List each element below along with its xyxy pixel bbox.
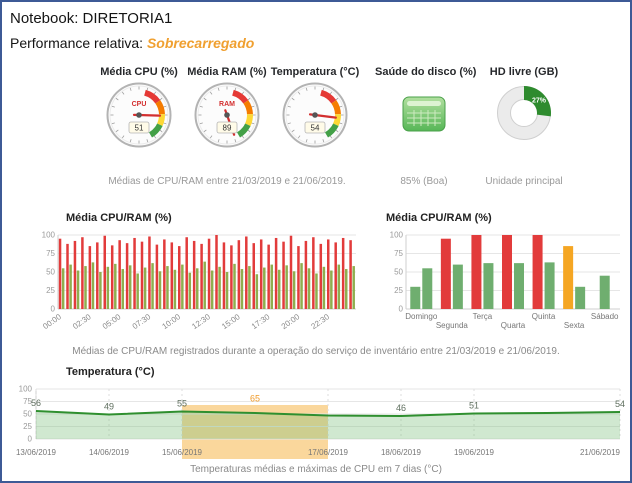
svg-text:0: 0 [399, 305, 404, 314]
svg-text:19/06/2019: 19/06/2019 [454, 448, 495, 457]
svg-text:89: 89 [223, 124, 232, 133]
gauges-caption: Médias de CPU/RAM entre 21/03/2019 e 21/… [108, 176, 346, 187]
svg-text:14/06/2019: 14/06/2019 [89, 448, 130, 457]
svg-text:100: 100 [42, 231, 56, 240]
svg-text:56: 56 [31, 398, 41, 408]
svg-text:100: 100 [19, 385, 33, 394]
svg-text:75: 75 [23, 397, 32, 406]
svg-text:10:00: 10:00 [161, 312, 183, 331]
metric-ram: Média RAM (%) RAM 89 [182, 66, 272, 149]
metric-disk-health: Saúde do disco (%) [375, 66, 477, 136]
performance-value: Sobrecarregado [146, 35, 255, 51]
svg-text:21/06/2019: 21/06/2019 [580, 448, 621, 457]
svg-text:25: 25 [46, 286, 55, 295]
svg-text:25: 25 [23, 422, 32, 431]
svg-text:17:30: 17:30 [250, 312, 272, 331]
svg-text:RAM: RAM [219, 101, 235, 108]
svg-text:00:00: 00:00 [41, 312, 63, 331]
svg-text:Quinta: Quinta [532, 312, 556, 321]
svg-text:27%: 27% [532, 97, 547, 104]
svg-text:25: 25 [394, 286, 403, 295]
metric-cpu-label: Média CPU (%) [100, 66, 178, 78]
chart-temperature-title: Temperatura (°C) [66, 366, 155, 378]
svg-text:65: 65 [250, 394, 260, 404]
svg-text:Domingo: Domingo [405, 312, 438, 321]
svg-text:51: 51 [469, 401, 479, 411]
temperature-caption: Temperaturas médias e máximas de CPU em … [190, 464, 442, 475]
disk-status-text: 85% (Boa) [400, 176, 448, 187]
svg-text:49: 49 [104, 402, 114, 412]
metric-cpu: Média CPU (%) CPU 51 [94, 66, 184, 149]
chart-time-title: Média CPU/RAM (%) [66, 212, 172, 224]
chart-cpu-ram-week: Média CPU/RAM (%) 0 25 50 75 100 Domingo Segun… [380, 212, 626, 346]
chart-cpu-ram-time: Média CPU/RAM (%) 0 25 50 75 100 00:00 02:30 05… [32, 212, 362, 346]
svg-text:Segunda: Segunda [436, 321, 469, 330]
svg-text:Quarta: Quarta [501, 321, 526, 330]
svg-text:Sexta: Sexta [564, 321, 585, 330]
svg-text:55: 55 [177, 399, 187, 409]
svg-text:18/06/2019: 18/06/2019 [381, 448, 422, 457]
chart-time-canvas[interactable]: 0 25 50 75 100 00:00 02:30 05:00 07:30 10:00 12:30… [32, 225, 362, 346]
hd-caption-text: Unidade principal [485, 176, 563, 187]
performance-line: Performance relativa: Sobrecarregado [10, 35, 254, 51]
svg-text:22:30: 22:30 [310, 312, 332, 331]
svg-text:17/06/2019: 17/06/2019 [308, 448, 349, 457]
svg-text:46: 46 [396, 403, 406, 413]
svg-text:12:30: 12:30 [190, 312, 212, 331]
svg-text:07:30: 07:30 [131, 312, 153, 331]
svg-text:50: 50 [23, 410, 32, 419]
svg-text:15:00: 15:00 [220, 312, 242, 331]
svg-text:02:30: 02:30 [71, 312, 93, 331]
chart-week-canvas[interactable]: 0 25 50 75 100 Domingo Segunda Terça Quarta Quint… [380, 225, 626, 346]
ram-gauge-icon: RAM 89 [182, 81, 272, 149]
notebook-title: Notebook: DIRETORIA1 [10, 10, 173, 27]
svg-text:13/06/2019: 13/06/2019 [16, 448, 57, 457]
svg-text:51: 51 [135, 124, 144, 133]
svg-text:100: 100 [390, 231, 404, 240]
svg-text:Sábado: Sábado [591, 312, 619, 321]
charts-mid-caption: Médias de CPU/RAM registrados durante a … [72, 346, 560, 357]
svg-text:Terça: Terça [473, 312, 493, 321]
performance-label: Performance relativa: [10, 35, 144, 51]
svg-text:75: 75 [46, 249, 55, 258]
metric-temperature-label: Temperatura (°C) [270, 66, 360, 78]
svg-text:20:00: 20:00 [280, 312, 302, 331]
svg-text:75: 75 [394, 249, 403, 258]
svg-text:54: 54 [615, 399, 625, 409]
svg-text:50: 50 [394, 268, 403, 277]
disk-drive-icon [375, 92, 473, 136]
svg-text:0: 0 [51, 305, 56, 314]
svg-text:54: 54 [311, 124, 320, 133]
hd-free-donut-chart: 27% [473, 84, 575, 142]
svg-text:50: 50 [46, 268, 55, 277]
svg-text:15/06/2019: 15/06/2019 [162, 448, 203, 457]
chart-temperature: Temperatura (°C) 0 25 50 75 100 56 49 55 65 46 51 5… [2, 366, 630, 466]
svg-text:0: 0 [28, 435, 33, 444]
chart-temperature-canvas[interactable]: 0 25 50 75 100 56 49 55 65 46 51 54 13/06/2019 14/06/… [2, 379, 630, 466]
metric-hd-label: HD livre (GB) [489, 66, 559, 78]
cpu-gauge-icon: CPU 51 [94, 81, 184, 149]
metric-disk-label: Saúde do disco (%) [375, 66, 477, 78]
metric-hd-free: HD livre (GB) 27% [473, 66, 575, 142]
metric-ram-label: Média RAM (%) [187, 66, 267, 78]
chart-week-title: Média CPU/RAM (%) [386, 212, 492, 224]
metric-temperature: Temperatura (°C) 54 [269, 66, 361, 149]
temperature-gauge-icon: 54 [269, 81, 361, 149]
svg-text:CPU: CPU [132, 101, 147, 108]
svg-text:05:00: 05:00 [101, 312, 123, 331]
